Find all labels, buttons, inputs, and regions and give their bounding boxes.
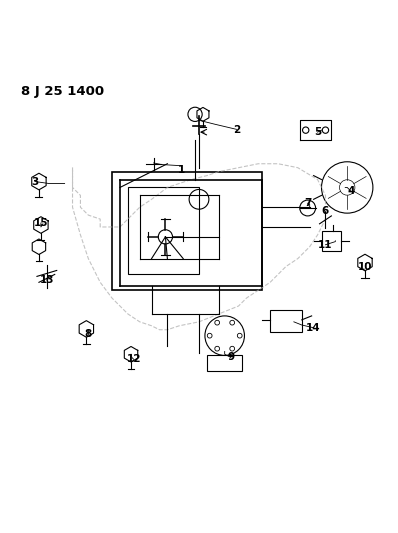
Bar	[112, 172, 262, 290]
Text: 1: 1	[178, 165, 185, 175]
Text: 7: 7	[304, 198, 311, 208]
Text: 8 J 25 1400: 8 J 25 1400	[21, 85, 104, 98]
Text: 10: 10	[358, 262, 372, 271]
Text: 2: 2	[233, 125, 240, 135]
Text: 12: 12	[127, 354, 141, 365]
Text: 4: 4	[347, 187, 355, 196]
Text: 11: 11	[318, 240, 333, 250]
Text: 15: 15	[34, 218, 48, 228]
Bar	[270, 310, 302, 332]
Text: 14: 14	[306, 323, 321, 333]
Text: 3: 3	[31, 176, 39, 187]
Text: 8: 8	[85, 329, 92, 338]
Bar	[207, 356, 242, 371]
Bar	[128, 188, 199, 274]
Text: 9: 9	[227, 352, 234, 362]
Text: 5: 5	[314, 127, 321, 137]
Text: 6: 6	[322, 206, 329, 216]
Text: 13: 13	[39, 276, 54, 285]
Bar	[322, 231, 341, 251]
